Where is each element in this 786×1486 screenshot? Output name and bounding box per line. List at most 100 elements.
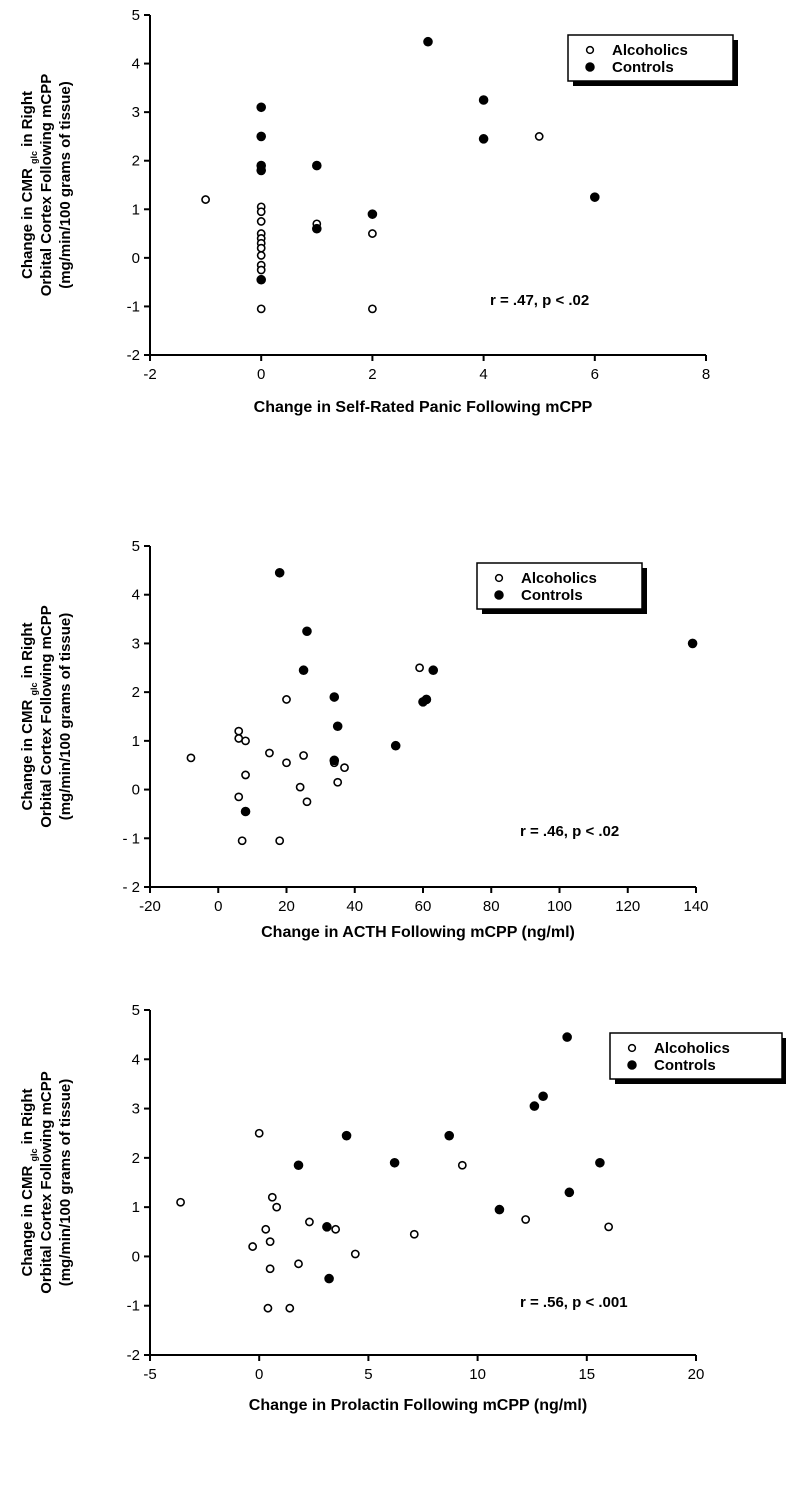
y-tick-label: -1 [127,1298,140,1315]
y-axis-label-line3: (mg/min/100 grams of tissue) [57,1079,74,1287]
alcoholics-point [265,1237,275,1247]
x-axis-label: Change in ACTH Following mCPP (ng/ml) [261,924,575,941]
y-tick-label: 5 [132,1002,140,1019]
alcoholics-point [295,782,305,792]
correlation-annotation: r = .46, p < .02 [520,823,619,840]
x-tick-label: 0 [214,898,222,915]
y-axis-label-pre: Change in CMR [19,164,36,279]
alcoholics-point [265,748,274,758]
alcoholics-point [350,1249,360,1259]
y-axis-label-pre: Change in CMR [19,1162,36,1277]
alcoholics-point [299,751,308,760]
controls-point [302,626,312,637]
y-tick-label: -1 [127,298,140,315]
y-tick-label: 2 [132,1150,140,1167]
y-axis-label-sub: glc [29,1148,39,1161]
x-tick-label: 0 [255,1366,263,1383]
controls-point [590,192,600,202]
alcoholics-point [234,792,244,802]
y-axis-label: Change in CMR glc in Right Orbital Cortex… [19,605,74,828]
y-tick-label: - 2 [122,879,140,896]
alcoholics-point [367,229,377,238]
chart-panel-1: -2 -1 0 1 2 3 4 5 -2 0 2 4 6 8 Change in Self-Rated Pa… [0,0,786,470]
alcoholics-point [256,243,266,253]
x-tick-label: 6 [591,366,599,383]
alcoholics-point [302,797,312,807]
x-tick-label: 20 [278,898,295,915]
legend-alcoholics-marker [627,1043,637,1053]
y-axis-label-sub: glc [29,151,39,164]
x-tick-label: -2 [143,366,156,383]
x-tick-label: 60 [415,898,432,915]
controls-point [529,1101,540,1111]
x-tick-label: 20 [688,1366,705,1383]
controls-point [256,274,267,285]
x-tick-label: 2 [368,366,376,383]
legend-label: Controls [654,1057,716,1074]
alcoholics-point [186,753,196,763]
x-tick-label: 140 [683,898,708,915]
y-tick-label: 2 [132,684,140,701]
legend-label: Alcoholics [612,42,688,59]
y-tick-label: 1 [132,201,140,218]
alcoholics-point [409,1229,419,1239]
controls-point [240,806,251,817]
y-tick-label: 3 [132,635,140,652]
y-axis-label-post: in Right [19,91,36,151]
alcoholics-point [265,1264,275,1274]
y-tick-label: 4 [132,587,140,604]
y-axis-label-line1: Change in CMR glc in Right [19,91,39,279]
y-axis-label-line1: Change in CMR glc in Right [19,1088,39,1276]
x-tick-label: 4 [479,366,487,383]
scatter-chart-3: -2 -1 0 1 2 3 4 5 -5 0 5 10 15 20 Change in Prolactin … [19,1002,786,1414]
controls-point [595,1157,605,1168]
alcoholics-point [534,132,544,141]
alcoholics-point [248,1242,258,1251]
alcoholics-point [415,663,424,673]
alcoholics-point [256,217,266,226]
legend-box [609,1032,783,1080]
alcoholics-point [282,695,291,704]
controls-point [478,134,489,144]
legend-box [476,562,643,610]
scatter-chart-2: - 2 - 1 0 1 2 3 4 5 -20 0 20 40 60 80 100 120 140 Change … [19,538,709,941]
y-axis-label-line3: (mg/min/100 grams of tissue) [57,81,74,289]
legend-box [567,34,734,82]
alcoholics-point [241,736,250,746]
controls-point [367,209,378,219]
y-tick-label: 4 [132,1051,140,1068]
alcoholics-point [272,1202,282,1212]
alcoholics-point [256,265,266,275]
y-tick-label: 3 [132,104,140,121]
legend-controls-marker [627,1060,637,1070]
alcoholics-point [305,1217,314,1227]
y-tick-label: -2 [127,1347,140,1364]
y-axis-label-sub: glc [29,682,39,695]
y-tick-label: 2 [132,153,140,170]
x-tick-label: 80 [483,898,500,915]
legend-label: Alcoholics [521,570,597,587]
controls-point [390,740,401,751]
controls-point [312,160,322,171]
controls-point [389,1157,400,1168]
controls-point [341,1130,352,1141]
x-tick-label: 10 [469,1366,486,1383]
controls-point [256,131,267,142]
y-tick-label: 0 [132,250,140,267]
controls-point [256,165,267,176]
alcoholics-point [275,836,285,846]
y-axis-label: Change in CMR glc in Right Orbital Cortex… [19,1071,74,1294]
controls-point [478,95,489,105]
controls-point [298,665,309,676]
y-axis-label: Change in CMR glc in Right Orbital Cortex… [19,74,74,297]
controls-point [324,1273,334,1284]
controls-point [332,721,343,732]
x-tick-label: 15 [578,1366,595,1383]
y-tick-label: 5 [132,538,140,555]
y-tick-label: 0 [132,1248,140,1265]
controls-point [423,36,433,47]
legend-label: Controls [521,587,583,604]
y-tick-label: 4 [132,56,140,73]
y-axis-label-pre: Change in CMR [19,696,36,811]
x-tick-label: 5 [364,1366,372,1383]
